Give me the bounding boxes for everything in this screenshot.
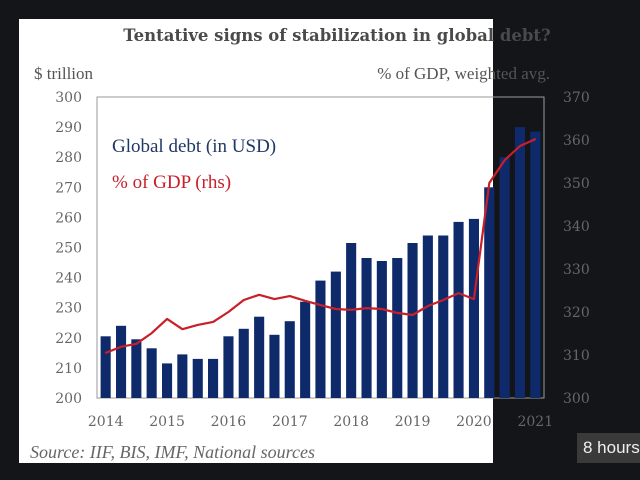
gdp-point-2017Q1 [289, 295, 291, 297]
bar-2014Q3 [131, 339, 142, 398]
gdp-point-2019Q3 [442, 299, 445, 301]
gdp-point-2018Q2 [365, 307, 368, 309]
gdp-point-2016Q1 [227, 311, 230, 313]
bar-2019Q4 [453, 221, 464, 398]
right-tick-label: 340 [563, 219, 590, 235]
gdp-point-2014Q4 [150, 332, 153, 334]
bar-2018Q1 [346, 243, 357, 398]
x-tick-label: 2021 [517, 414, 553, 430]
x-tick-label: 2014 [88, 414, 124, 430]
gdp-point-2019Q1 [411, 314, 414, 316]
bar-2014Q4 [146, 348, 157, 398]
right-tick-label: 360 [563, 133, 590, 149]
gdp-point-2019Q4 [457, 292, 460, 294]
bar-2020Q4 [514, 127, 525, 398]
timestamp-badge: 8 hours [577, 433, 640, 463]
bar-2020Q3 [499, 157, 510, 398]
bar-2019Q3 [438, 235, 449, 398]
gdp-point-2017Q3 [319, 304, 322, 306]
bar-2020Q1 [468, 218, 479, 398]
left-tick-label: 290 [55, 120, 82, 136]
bar-2014Q2 [116, 325, 127, 398]
source-note: Source: IIF, BIS, IMF, National sources [30, 442, 315, 462]
gdp-point-2016Q3 [258, 294, 260, 296]
left-axis-label: $ trillion [34, 64, 94, 83]
bar-2017Q3 [315, 280, 326, 398]
right-tick-label: 310 [563, 348, 590, 364]
gdp-point-2018Q3 [381, 308, 383, 310]
left-tick-label: 220 [55, 331, 82, 347]
left-tick-label: 250 [55, 241, 82, 257]
bar-2016Q3 [254, 316, 265, 398]
legend-gdp-percent: % of GDP (rhs) [112, 172, 232, 193]
x-tick-label: 2019 [395, 414, 431, 430]
bar-2018Q3 [376, 261, 387, 398]
left-tick-label: 230 [55, 301, 82, 317]
gdp-point-2020Q4 [519, 145, 521, 147]
bar-2017Q2 [300, 301, 311, 398]
bar-2018Q4 [392, 258, 403, 398]
gdp-point-2020Q2 [488, 182, 491, 184]
x-tick-label: 2017 [272, 414, 308, 430]
gdp-point-2017Q2 [304, 300, 307, 302]
gdp-point-2014Q1 [104, 352, 107, 354]
left-tick-label: 270 [55, 180, 82, 196]
gdp-point-2014Q2 [120, 346, 122, 348]
bar-2015Q1 [162, 363, 173, 398]
right-tick-label: 350 [563, 176, 590, 192]
gdp-point-2015Q1 [166, 318, 168, 320]
bar-2020Q2 [484, 187, 495, 398]
gdp-point-2015Q3 [196, 324, 199, 326]
x-tick-label: 2016 [211, 414, 247, 430]
bar-2015Q3 [192, 358, 203, 398]
gdp-point-2016Q2 [243, 299, 245, 301]
bar-2016Q1 [223, 336, 234, 398]
bar-2019Q1 [407, 243, 418, 398]
left-tick-label: 200 [55, 391, 82, 407]
bar-2014Q1 [100, 336, 111, 398]
legend-global-debt: Global debt (in USD) [112, 136, 277, 157]
gdp-point-2018Q4 [396, 312, 399, 314]
gdp-point-2021Q1 [534, 138, 537, 140]
bar-2019Q2 [422, 235, 433, 398]
bar-2016Q4 [269, 334, 280, 398]
bar-2017Q4 [330, 271, 341, 398]
left-tick-label: 240 [55, 271, 82, 287]
gdp-point-2014Q3 [135, 343, 138, 345]
bar-2015Q4 [208, 358, 219, 398]
left-tick-label: 210 [55, 361, 82, 377]
gdp-point-2015Q2 [181, 328, 184, 331]
chart-title: Tentative signs of stabilization in glob… [123, 26, 551, 45]
right-tick-label: 320 [563, 305, 590, 321]
bar-2021Q1 [530, 131, 541, 398]
x-tick-label: 2015 [149, 414, 185, 430]
left-tick-label: 280 [55, 150, 82, 166]
right-tick-label: 300 [563, 391, 590, 407]
bar-2016Q2 [238, 328, 249, 398]
gdp-point-2016Q4 [273, 298, 276, 300]
x-tick-label: 2018 [333, 414, 369, 430]
gdp-point-2020Q1 [473, 298, 475, 300]
gdp-point-2017Q4 [335, 308, 337, 310]
gdp-point-2018Q1 [350, 309, 353, 311]
right-tick-label: 370 [563, 90, 590, 106]
gdp-point-2019Q2 [427, 305, 429, 307]
bar-2015Q2 [177, 354, 188, 398]
right-tick-label: 330 [563, 262, 590, 278]
gdp-point-2015Q4 [212, 321, 214, 323]
x-tick-label: 2020 [456, 414, 492, 430]
left-tick-label: 260 [55, 210, 82, 226]
bar-2017Q1 [284, 321, 295, 398]
left-tick-label: 300 [55, 90, 82, 106]
right-axis-label: % of GDP, weighted avg. [377, 64, 550, 83]
bar-2018Q2 [361, 258, 372, 398]
gdp-point-2020Q3 [503, 159, 506, 161]
